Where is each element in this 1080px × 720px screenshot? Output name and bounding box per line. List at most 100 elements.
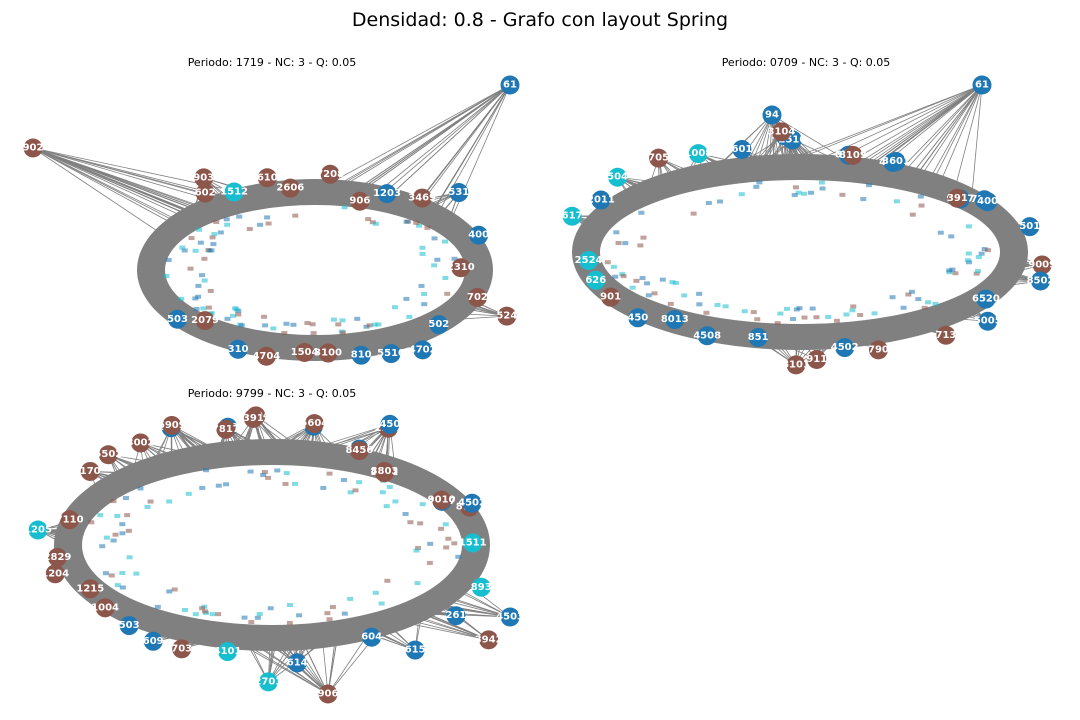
node-label: 3942: [475, 634, 503, 645]
core-node: [406, 314, 413, 319]
node-circle: [976, 289, 996, 309]
graph-node: 4101: [214, 642, 242, 662]
graph-node: 1512: [220, 182, 248, 202]
core-node: [777, 311, 784, 316]
core-node: [629, 285, 636, 290]
core-node: [265, 475, 272, 480]
graph-node: 713: [936, 325, 956, 345]
core-node: [392, 499, 399, 504]
node-label: 7817: [212, 424, 240, 435]
graph-node: 8456: [345, 441, 373, 461]
node-label: 3002: [127, 437, 155, 448]
graph-node: 3100: [314, 343, 342, 363]
node-label: 502: [428, 319, 449, 330]
graph-node: 1511: [459, 533, 487, 553]
core-node: [110, 538, 117, 543]
core-node: [753, 184, 760, 189]
node-circle: [462, 493, 482, 513]
core-node: [192, 612, 199, 617]
core-node: [215, 612, 222, 617]
core-node: [230, 313, 237, 318]
node-label: 703: [171, 643, 192, 654]
core-node: [347, 490, 354, 495]
core-node: [918, 203, 925, 208]
core-node: [640, 235, 647, 240]
node-circle: [608, 167, 628, 187]
graph-node: 501: [1019, 217, 1040, 237]
core-node: [659, 277, 666, 282]
graph-node: 8502: [1027, 271, 1054, 291]
node-label: 610: [257, 172, 278, 183]
graph-node: 6520: [972, 289, 1000, 309]
node-label: 4702: [409, 344, 437, 355]
graph-node: 1504: [291, 342, 318, 362]
core-node: [378, 601, 385, 606]
core-node: [801, 191, 808, 196]
node-label: 9009: [1028, 259, 1056, 270]
graph-node: 503: [167, 309, 188, 329]
core-node: [379, 490, 386, 495]
core-node: [326, 617, 333, 622]
node-circle: [1020, 217, 1040, 237]
core-node: [188, 236, 195, 241]
node-circle: [28, 520, 48, 540]
core-node: [201, 256, 208, 261]
core-node: [946, 268, 953, 273]
node-circle: [45, 564, 65, 584]
core-node: [808, 190, 815, 195]
node-circle: [195, 311, 215, 331]
graph-node: 4508: [693, 326, 721, 346]
core-node: [215, 483, 222, 488]
core-node: [310, 331, 317, 336]
node-circle: [591, 190, 611, 210]
core-node: [413, 548, 420, 553]
node-circle: [95, 598, 115, 618]
core-node: [610, 264, 617, 269]
core-node: [604, 260, 611, 265]
node-label: 790: [868, 344, 889, 355]
node-label: 531: [448, 187, 469, 198]
graph-node: 906: [318, 684, 338, 704]
graph-node: 602: [195, 183, 216, 203]
core-node: [402, 511, 409, 516]
core-node: [209, 235, 216, 240]
core-node: [796, 306, 803, 311]
node-label: 4502: [458, 498, 486, 509]
graph-node: 261: [445, 606, 466, 626]
node-label: 911: [806, 354, 827, 365]
core-node: [254, 615, 261, 620]
node-circle: [258, 672, 278, 692]
core-node: [431, 236, 438, 241]
graph-node: 2310: [447, 258, 475, 278]
node-label: 602: [195, 188, 216, 199]
node-circle: [449, 183, 469, 203]
core-node: [978, 251, 985, 256]
core-node: [975, 269, 982, 274]
graph-node: 391: [947, 188, 968, 208]
graph-node: 61: [500, 75, 520, 95]
core-node: [341, 205, 348, 210]
graph-node: 5005: [974, 311, 1002, 331]
core-node: [195, 294, 202, 299]
network-panel-2: 6194531067014001967772025019009850265205…: [562, 75, 1056, 375]
core-node: [290, 322, 297, 327]
core-node: [622, 241, 629, 246]
graph-node: 615: [405, 640, 426, 660]
node-circle: [216, 419, 236, 439]
node-circle: [80, 579, 100, 599]
core-node: [722, 304, 729, 309]
node-circle: [471, 577, 491, 597]
core-node: [672, 280, 679, 285]
core-node: [154, 604, 161, 609]
node-circle: [377, 184, 397, 204]
core-node: [224, 222, 231, 227]
node-circle: [295, 342, 315, 362]
graph-node: 2524: [575, 250, 603, 270]
node-circle: [432, 490, 452, 510]
graph-node: 503: [119, 616, 140, 636]
graph-node: 3104: [768, 122, 795, 142]
node-label: 601: [731, 144, 752, 155]
core-node: [984, 248, 991, 253]
graph-node: 7208: [316, 164, 344, 184]
